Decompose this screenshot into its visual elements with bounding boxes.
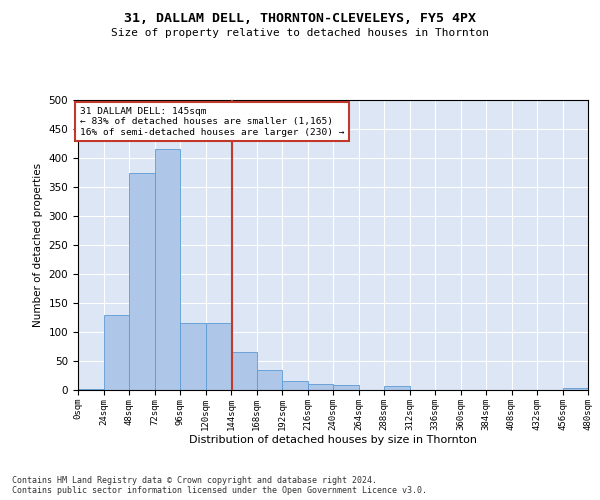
Bar [563,388,588,390]
Bar [231,352,257,390]
Bar [384,386,409,390]
Bar [205,324,231,390]
Bar [308,384,333,390]
X-axis label: Distribution of detached houses by size in Thornton: Distribution of detached houses by size … [189,436,477,446]
Bar [257,370,282,390]
Bar [155,150,180,390]
Y-axis label: Number of detached properties: Number of detached properties [33,163,43,327]
Text: Size of property relative to detached houses in Thornton: Size of property relative to detached ho… [111,28,489,38]
Bar [129,172,155,390]
Bar [104,314,129,390]
Text: 31 DALLAM DELL: 145sqm
← 83% of detached houses are smaller (1,165)
16% of semi-: 31 DALLAM DELL: 145sqm ← 83% of detached… [80,107,344,137]
Bar [282,382,308,390]
Bar [78,389,104,390]
Text: Contains HM Land Registry data © Crown copyright and database right 2024.
Contai: Contains HM Land Registry data © Crown c… [12,476,427,495]
Bar [180,324,205,390]
Text: 31, DALLAM DELL, THORNTON-CLEVELEYS, FY5 4PX: 31, DALLAM DELL, THORNTON-CLEVELEYS, FY5… [124,12,476,26]
Bar [333,386,359,390]
